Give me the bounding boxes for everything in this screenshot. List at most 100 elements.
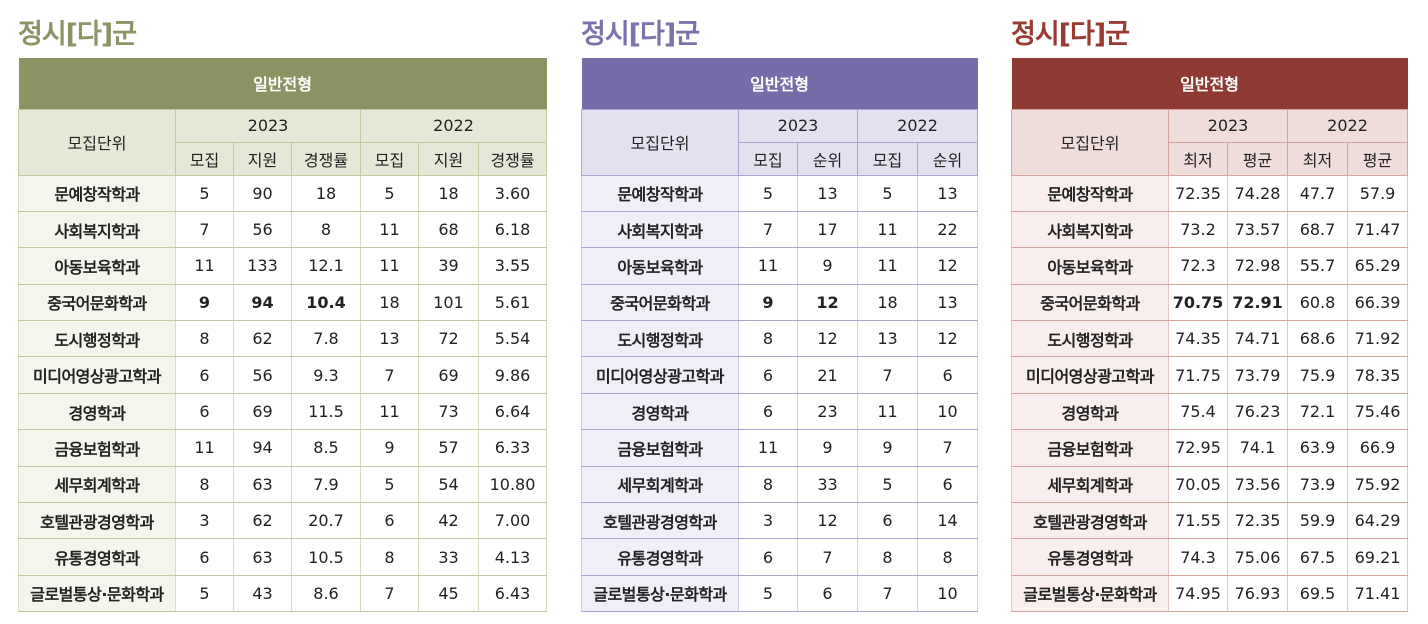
table-cell: 63 — [233, 538, 292, 576]
department-name: 유통경영학과 — [1011, 538, 1169, 576]
column-header: 모집 — [857, 141, 918, 176]
table-cell: 75.4 — [1168, 392, 1228, 431]
table-cell: 69.5 — [1287, 574, 1348, 613]
table-cell: 11 — [857, 210, 918, 249]
table-cell: 5 — [857, 174, 918, 212]
table-cell: 5 — [360, 465, 419, 504]
table-cell: 6 — [916, 356, 979, 394]
table-cell: 68 — [418, 210, 479, 249]
table-cell: 68.7 — [1287, 210, 1348, 249]
department-name: 아동보육학과 — [581, 247, 739, 285]
table-row: 중국어문화학과 70.75 72.91 60.8 66.39 — [1011, 283, 1409, 322]
table-cell: 14 — [916, 502, 979, 540]
table-row: 글로벌통상·문화학과 5 43 8.6 7 45 6.43 — [18, 574, 548, 613]
table-cell: 5 — [360, 174, 419, 212]
column-header: 모집 — [360, 141, 419, 176]
table-cell: 6.64 — [477, 392, 548, 431]
table-cell: 63.9 — [1287, 429, 1348, 467]
table-cell: 8 — [857, 538, 918, 576]
table-cell: 72.1 — [1287, 392, 1348, 431]
table-cell: 7.00 — [477, 502, 548, 540]
table-row: 미디어영상광고학과 6 21 7 6 — [581, 356, 979, 394]
table-cell: 6 — [738, 538, 798, 576]
table-cell: 64.29 — [1346, 502, 1409, 540]
table-cell: 5 — [738, 174, 798, 212]
table-cell: 11 — [360, 392, 419, 431]
table-cell: 6.43 — [477, 574, 548, 613]
department-name: 세무회계학과 — [18, 465, 176, 504]
table-cell: 10 — [916, 574, 979, 613]
column-header: 지원 — [233, 141, 292, 176]
panel-title: 정시[다]군 — [18, 19, 137, 50]
table-cell: 8 — [360, 538, 419, 576]
table-cell: 11 — [175, 247, 234, 285]
table-cell: 74.28 — [1227, 174, 1288, 212]
department-name: 아동보육학과 — [1011, 247, 1169, 285]
table-cell: 11 — [857, 247, 918, 285]
table-cell: 13 — [916, 283, 979, 322]
table-cell: 74.1 — [1227, 429, 1288, 467]
table-cell: 8 — [175, 465, 234, 504]
table-row: 아동보육학과 72.3 72.98 55.7 65.29 — [1011, 247, 1409, 285]
column-header: 경쟁률 — [291, 141, 361, 176]
table-cell: 75.92 — [1346, 465, 1409, 504]
department-name: 문예창작학과 — [581, 174, 739, 212]
table-cell: 6 — [175, 538, 234, 576]
rank-table: 일반전형 모집단위 2023 2022 모집 순위 모집 순위 문예창작학과 5 1… — [581, 58, 979, 613]
table-cell: 8.6 — [291, 574, 361, 613]
department-name: 미디어영상광고학과 — [18, 356, 176, 394]
table-cell: 11.5 — [291, 392, 361, 431]
table-cell: 73 — [418, 392, 479, 431]
column-header: 평균 — [1346, 141, 1409, 176]
table-row: 사회복지학과 7 17 11 22 — [581, 210, 979, 249]
table-cell: 10.80 — [477, 465, 548, 504]
table-cell: 75.9 — [1287, 356, 1348, 394]
table-row: 호텔관광경영학과 71.55 72.35 59.9 64.29 — [1011, 502, 1409, 540]
department-name: 금융보험학과 — [581, 429, 739, 467]
department-name: 사회복지학과 — [18, 210, 176, 249]
department-name: 세무회계학과 — [1011, 465, 1169, 504]
department-name: 경영학과 — [18, 392, 176, 431]
table-cell: 12.1 — [291, 247, 361, 285]
table-cell: 9 — [797, 247, 858, 285]
table-cell: 65.29 — [1346, 247, 1409, 285]
table-cell: 7 — [738, 210, 798, 249]
table-cell: 6 — [857, 502, 918, 540]
department-name: 사회복지학과 — [581, 210, 739, 249]
table-cell: 72.91 — [1227, 283, 1288, 322]
table-row: 금융보험학과 11 9 9 7 — [581, 429, 979, 467]
table-cell: 7 — [175, 210, 234, 249]
department-name: 도시행정학과 — [1011, 320, 1169, 358]
table-cell: 101 — [418, 283, 479, 322]
column-header: 모집 — [738, 141, 798, 176]
table-row: 아동보육학과 11 133 12.1 11 39 3.55 — [18, 247, 548, 285]
table-row: 사회복지학과 7 56 8 11 68 6.18 — [18, 210, 548, 249]
year-header: 2022 — [359, 108, 548, 143]
table-cell: 13 — [916, 174, 979, 212]
table-cell: 73.57 — [1227, 210, 1288, 249]
table-cell: 7.9 — [291, 465, 361, 504]
department-name: 경영학과 — [1011, 392, 1169, 431]
department-name: 사회복지학과 — [1011, 210, 1169, 249]
table-cell: 69.21 — [1346, 538, 1409, 576]
table-cell: 5 — [738, 574, 798, 613]
table-cell: 4.13 — [477, 538, 548, 576]
table-cell: 11 — [175, 429, 234, 467]
table-row: 중국어문화학과 9 94 10.4 18 101 5.61 — [18, 283, 548, 322]
year-header: 2023 — [1168, 108, 1288, 143]
score-table: 일반전형 모집단위 2023 2022 최저 평균 최저 평균 문예창작학과 72… — [1011, 58, 1409, 613]
table-row: 사회복지학과 73.2 73.57 68.7 71.47 — [1011, 210, 1409, 249]
table-cell: 68.6 — [1287, 320, 1348, 358]
table-cell: 72.95 — [1168, 429, 1228, 467]
table-cell: 18 — [857, 283, 918, 322]
table-cell: 12 — [797, 502, 858, 540]
column-header: 모집 — [175, 141, 234, 176]
table-cell: 5 — [175, 574, 234, 613]
table-cell: 72 — [418, 320, 479, 358]
table-cell: 42 — [418, 502, 479, 540]
table-cell: 5 — [175, 174, 234, 212]
column-header: 경쟁률 — [477, 141, 548, 176]
table-cell: 6 — [916, 465, 979, 504]
table-cell: 66.39 — [1346, 283, 1409, 322]
year-header: 2022 — [856, 108, 979, 143]
